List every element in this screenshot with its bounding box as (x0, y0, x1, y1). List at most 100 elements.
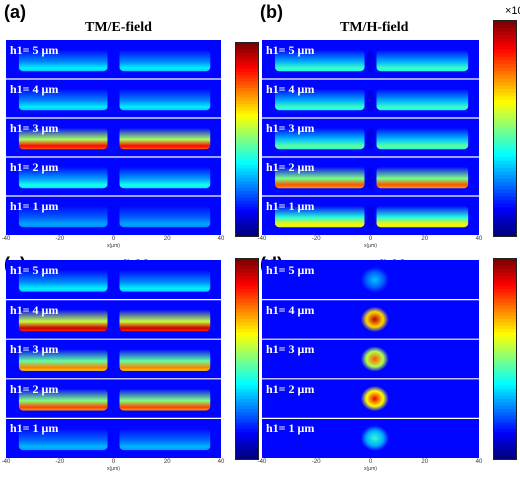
row-band (18, 205, 211, 228)
row-band (18, 49, 211, 72)
row-label: h1= 1 μm (10, 421, 59, 436)
panel-1: (a) TM/E-field h1= 5 μm h1= 4 μm h1= 3 μm h1=… (0, 0, 276, 249)
x-tick-label: 0 (111, 236, 116, 242)
row-label: h1= 2 μm (266, 160, 315, 174)
row-label: h1= 4 μm (266, 82, 315, 96)
row-label: h1= 5 μm (266, 43, 315, 57)
x-tick-label: -20 (311, 459, 321, 465)
field-lobe-left (18, 309, 108, 332)
x-tick-label: -20 (55, 459, 65, 465)
field-spot (360, 267, 389, 293)
x-axis-label: x(μm) (364, 466, 377, 472)
colorbar-gradient (236, 43, 258, 237)
row-band (360, 306, 389, 333)
row-label: h1= 4 μm (10, 82, 59, 96)
row-label: h1= 1 μm (266, 199, 315, 213)
field-lobe-left (18, 127, 108, 150)
heatmap-svg (6, 260, 221, 458)
colorbar-exponent: ×10⁻³ (505, 5, 520, 17)
row-label: h1= 4 μm (10, 302, 59, 317)
panel-title: TM/E-field (85, 20, 152, 35)
row-band (275, 127, 469, 151)
field-lobe-left (18, 269, 108, 292)
x-tick-label: 20 (163, 459, 171, 465)
colorbar (493, 20, 517, 237)
x-tick-label: 0 (368, 236, 373, 242)
row-band (275, 166, 469, 190)
field-lobe-left (18, 88, 108, 111)
row-band (360, 385, 389, 412)
x-tick-label: -40 (257, 459, 267, 465)
heatmap-svg (262, 260, 479, 458)
field-lobe-right (376, 166, 469, 189)
field-lobe-left (275, 166, 365, 189)
field-lobe-left (275, 49, 365, 72)
x-tick-label: 40 (217, 459, 225, 465)
field-lobe-left (275, 205, 365, 228)
row-label: h1= 4 μm (266, 302, 315, 317)
field-lobe-right (119, 49, 211, 72)
center-node (366, 89, 375, 112)
row-label: h1= 1 μm (10, 199, 59, 213)
panel-label: (a) (4, 2, 26, 22)
row-band (275, 49, 469, 73)
x-tick-label: 0 (111, 459, 116, 465)
field-spot (360, 346, 389, 372)
x-axis-label: x(μm) (364, 243, 377, 249)
x-tick-label: -40 (1, 459, 11, 465)
x-tick-label: -20 (55, 236, 65, 242)
field-lobe-left (18, 166, 108, 189)
x-tick-label: 20 (421, 236, 429, 242)
row-label: h1= 3 μm (10, 342, 59, 357)
colorbar-gradient (494, 259, 516, 460)
field-lobe-right (376, 49, 469, 72)
row-band (18, 309, 211, 332)
heatmap-plot (262, 260, 479, 458)
x-axis-label: x(μm) (107, 243, 120, 249)
row-label: h1= 1 μm (266, 421, 315, 436)
field-lobe-right (119, 388, 211, 411)
field-lobe-right (119, 166, 211, 189)
field-lobe-right (119, 428, 211, 451)
heatmap-svg (6, 40, 221, 235)
heatmap-plot (262, 40, 479, 235)
row-label: h1= 2 μm (266, 381, 315, 396)
x-tick-label: -20 (311, 236, 321, 242)
row-label: h1= 2 μm (10, 160, 59, 174)
row-label: h1= 5 μm (10, 263, 59, 277)
field-lobe-left (18, 49, 108, 72)
center-node (366, 167, 375, 190)
field-lobe-right (119, 269, 211, 292)
center-node (366, 128, 375, 151)
field-lobe-right (119, 349, 211, 371)
field-spot (360, 306, 389, 333)
field-lobe-right (119, 309, 211, 332)
row-band (18, 269, 211, 292)
field-lobe-right (376, 88, 469, 111)
row-band (18, 349, 211, 371)
field-lobe-left (18, 205, 108, 228)
row-label: h1= 2 μm (10, 381, 59, 396)
field-lobe-right (376, 205, 469, 228)
x-tick-label: 40 (475, 236, 483, 242)
field-lobe-right (376, 127, 469, 150)
x-tick-label: 40 (475, 459, 483, 465)
colorbar (235, 42, 259, 237)
colorbar-gradient (236, 259, 258, 460)
colorbar (493, 258, 517, 460)
field-lobe-left (18, 349, 108, 371)
colorbar (235, 258, 259, 460)
colorbar-gradient (494, 21, 516, 237)
x-tick-label: -40 (257, 236, 267, 242)
panel-label: (b) (260, 2, 283, 22)
row-label: h1= 3 μm (10, 121, 59, 135)
row-label: h1= 5 μm (266, 263, 315, 277)
field-lobe-left (275, 88, 365, 111)
row-band (360, 267, 389, 293)
x-axis-label: x(μm) (107, 466, 120, 472)
heatmap-svg (262, 40, 479, 235)
center-node (366, 50, 375, 73)
field-lobe-right (119, 88, 211, 111)
